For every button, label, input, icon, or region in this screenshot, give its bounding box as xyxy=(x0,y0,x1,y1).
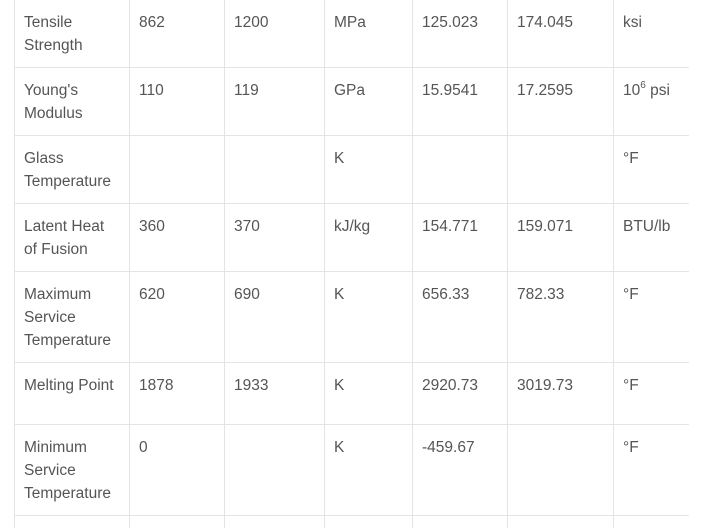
table-cell-min: 862 xyxy=(129,0,225,68)
material-properties-table: Tensile Strength 862 1200 MPa 125.023 174.045… xyxy=(14,0,703,528)
table-cell-max xyxy=(224,135,325,204)
table-cell-property: Latent Heat of Fusion xyxy=(14,203,130,272)
table-cell-max: 570 xyxy=(224,515,325,528)
imperial-unit-text: ksi xyxy=(623,14,642,31)
table-cell-min xyxy=(129,135,225,204)
table-cell-unit: K xyxy=(324,424,413,516)
table-cell-max-imp: 0.441099 xyxy=(507,515,614,528)
table-cell-property: Specific Heat xyxy=(14,515,130,528)
table-cell-min: 1878 xyxy=(129,362,225,425)
table-cell-max: 119 xyxy=(224,67,325,136)
table-cell-max-imp: 17.2595 xyxy=(507,67,614,136)
table-row: Tensile Strength 862 1200 MPa 125.023 174.045… xyxy=(14,0,703,68)
table-cell-min-imp: 15.9541 xyxy=(412,67,508,136)
table-cell-unit: kJ/kg xyxy=(324,203,413,272)
table-cell-unit: K xyxy=(324,135,413,204)
table-cell-min: 360 xyxy=(129,203,225,272)
table-cell-min-imp: -459.67 xyxy=(412,424,508,516)
table-cell-property: Tensile Strength xyxy=(14,0,130,68)
table-cell-max-imp: 159.071 xyxy=(507,203,614,272)
table-cell-property: Maximum Service Temperature xyxy=(14,271,130,363)
imperial-unit-text: BTU/lb xyxy=(623,218,671,235)
table-cell-max: 690 xyxy=(224,271,325,363)
table-cell-max-imp xyxy=(507,135,614,204)
table-cell-unit-imp: ksi xyxy=(613,0,703,68)
table-cell-min-imp: 154.771 xyxy=(412,203,508,272)
imperial-unit-text: °F xyxy=(623,286,639,303)
table-cell-property: Glass Temperature xyxy=(14,135,130,204)
table-row: Latent Heat of Fusion 360 370 kJ/kg 154.771 1… xyxy=(14,203,703,272)
table-cell-min-imp: 656.33 xyxy=(412,271,508,363)
table-cell-unit: GPa xyxy=(324,67,413,136)
table-cell-property: Minimum Service Temperature xyxy=(14,424,130,516)
table-cell-property: Young's Modulus xyxy=(14,67,130,136)
table-cell-max-imp: 3019.73 xyxy=(507,362,614,425)
table-cell-max-imp: 174.045 xyxy=(507,0,614,68)
table-cell-max-imp: 782.33 xyxy=(507,271,614,363)
table-row: Young's Modulus 110 119 GPa 15.9541 17.2595 10… xyxy=(14,67,703,136)
right-edge xyxy=(689,0,703,528)
table-cell-unit-imp: °F xyxy=(613,271,703,363)
table-cell-max: 370 xyxy=(224,203,325,272)
imperial-unit-text: °F xyxy=(623,377,639,394)
table-cell-min: 620 xyxy=(129,271,225,363)
table-cell-unit-imp: °F xyxy=(613,362,703,425)
table-row: Minimum Service Temperature 0 K -459.67 °F xyxy=(14,424,703,516)
table-cell-max: 1200 xyxy=(224,0,325,68)
table-cell-unit-imp: °F xyxy=(613,424,703,516)
table-cell-unit: J/kg.K xyxy=(324,515,413,528)
table-cell-unit: K xyxy=(324,362,413,425)
table-cell-min: 110 xyxy=(129,67,225,136)
table-cell-unit-imp: BTU/lb.F xyxy=(613,515,703,528)
table-cell-min-imp: 2920.73 xyxy=(412,362,508,425)
table-cell-max xyxy=(224,424,325,516)
table-cell-max-imp xyxy=(507,424,614,516)
unit-exponent: 6 xyxy=(640,79,646,91)
table-cell-min-imp: 125.023 xyxy=(412,0,508,68)
table-cell-unit-imp: BTU/lb xyxy=(613,203,703,272)
imperial-unit-tail: psi xyxy=(645,82,670,99)
table-cell-min-imp xyxy=(412,135,508,204)
imperial-unit-text: 10 xyxy=(623,82,641,99)
table-row: Specific Heat553570J/kg.K0.4279440.44109… xyxy=(14,515,703,528)
table-row: Melting Point 1878 1933 K 2920.73 3019.73 °F xyxy=(14,362,703,425)
table-cell-unit: MPa xyxy=(324,0,413,68)
table-cell-min: 0 xyxy=(129,424,225,516)
table-row: Glass Temperature K °F xyxy=(14,135,703,204)
imperial-unit-text: °F xyxy=(623,150,639,167)
table-cell-min: 553 xyxy=(129,515,225,528)
table-row: Maximum Service Temperature 620 690 K 656.33… xyxy=(14,271,703,363)
table-cell-property: Melting Point xyxy=(14,362,130,425)
imperial-unit-text: °F xyxy=(623,439,639,456)
table-cell-min-imp: 0.427944 xyxy=(412,515,508,528)
table-body: Tensile Strength 862 1200 MPa 125.023 174.045… xyxy=(14,0,703,528)
table-cell-unit-imp: 106 psi xyxy=(613,67,703,136)
table-cell-max: 1933 xyxy=(224,362,325,425)
table-cell-unit: K xyxy=(324,271,413,363)
